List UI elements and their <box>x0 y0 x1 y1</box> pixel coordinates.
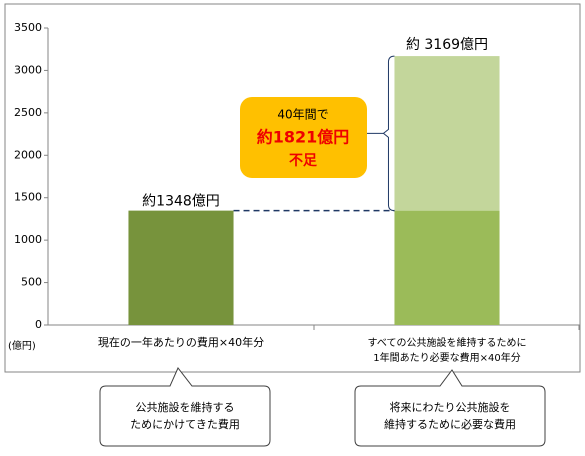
y-tick-label: 1500 <box>14 191 42 204</box>
speech-bubble <box>354 369 546 447</box>
y-tick-label: 1000 <box>14 233 42 246</box>
bubble-text: 公共施設を維持する <box>136 400 235 414</box>
y-tick-label: 3000 <box>14 63 42 76</box>
y-unit: (億円) <box>8 339 36 352</box>
bubble-text: ためにかけてきた費用 <box>130 417 240 431</box>
total-label: 約 3169億円 <box>406 37 488 53</box>
y-tick-label: 500 <box>21 276 42 289</box>
callout-box <box>240 97 367 178</box>
speech-bubble <box>99 367 271 447</box>
callout-text: 約1821億円 <box>257 128 350 147</box>
bubble-text: 将来にわたり公共施設を <box>390 400 511 414</box>
callout-text: 40年間で <box>277 108 328 122</box>
callout-text: 不足 <box>289 153 318 169</box>
data-label: 約1348億円 <box>142 194 220 210</box>
y-tick-label: 2000 <box>14 148 42 161</box>
shortfall-callout <box>240 97 367 178</box>
y-tick-label: 3500 <box>14 21 42 34</box>
x-tick-label: 1年間あたり必要な費用×40年分 <box>373 351 520 364</box>
x-tick-label: 現在の一年あたりの費用×40年分 <box>98 335 264 349</box>
bar-segment <box>394 210 500 325</box>
y-tick-label: 0 <box>35 318 42 331</box>
bar-segment <box>394 56 500 211</box>
bar-segment <box>128 210 234 325</box>
bubble-text: 維持するために必要な費用 <box>384 417 516 431</box>
x-tick-label: すべての公共施設を維持するために <box>368 336 527 349</box>
y-tick-label: 2500 <box>14 106 42 119</box>
